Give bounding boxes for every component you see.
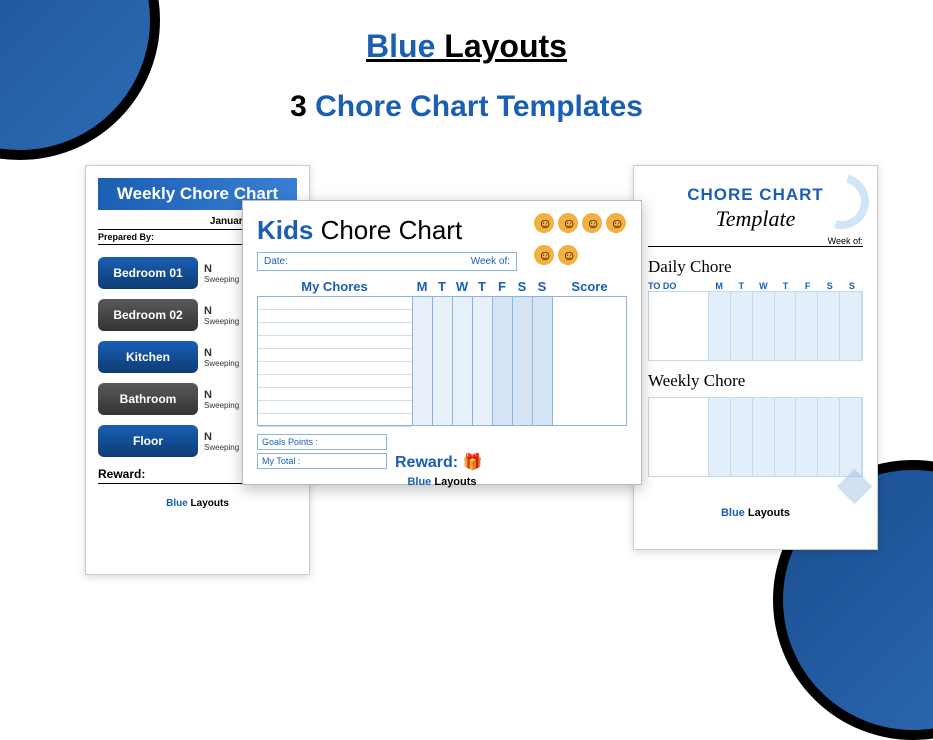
tpl2-day-col [413, 297, 433, 425]
tpl2-mychores: My Chores [257, 279, 412, 294]
tpl3-day-head: T [774, 281, 796, 291]
template-kids-chore: Kids Chore Chart Date: Week of: My Chore… [242, 200, 642, 485]
tpl2-day-col [433, 297, 453, 425]
tpl3-day-head: M [708, 281, 730, 291]
logo-blue: Blue [366, 28, 435, 64]
tpl2-bottom: Goals Points : My Total : Reward: 🎁 [257, 434, 627, 472]
kids-illustration [534, 213, 629, 273]
tpl3-weekof: Week of: [648, 236, 863, 247]
tpl3-daily-grid [648, 291, 863, 361]
tpl2-day-head: S [532, 279, 552, 294]
tpl2-date-label: Date: [264, 256, 288, 267]
tpl2-goals: Goals Points : [257, 434, 387, 450]
tpl2-day-head: F [492, 279, 512, 294]
headline-count: 3 [290, 90, 307, 123]
tpl3-footer: Blue Layouts [648, 507, 863, 519]
tpl3-todo: TO DO [648, 281, 708, 291]
room-pill: Bedroom 01 [98, 257, 198, 289]
tpl2-day-col [473, 297, 493, 425]
tpl3-weekly-grid [648, 397, 863, 477]
tpl2-day-col [513, 297, 533, 425]
tpl3-weekly-label: Weekly Chore [648, 371, 863, 391]
tpl2-score: Score [552, 279, 627, 294]
tpl2-day-head: T [432, 279, 452, 294]
tpl3-daily-label: Daily Chore [648, 257, 863, 277]
tpl2-day-col [533, 297, 553, 425]
room-pill: Floor [98, 425, 198, 457]
tpl2-footer: Blue Layouts [257, 476, 627, 488]
template-chore-chart: CHORE CHART Template Week of: Daily Chor… [633, 165, 878, 550]
tpl2-weekof-label: Week of: [471, 256, 510, 267]
room-pill: Bathroom [98, 383, 198, 415]
headline-text: Chore Chart Templates [307, 90, 643, 123]
corner-decoration-tl [0, 0, 160, 160]
site-logo: Blue Layouts [366, 28, 567, 65]
tpl2-mytotal: My Total : [257, 453, 387, 469]
tpl2-day-head: W [452, 279, 472, 294]
tpl3-day-head: TO DO MTWTFSS [648, 281, 863, 291]
tpl2-reward: Reward: [395, 454, 458, 471]
tpl2-column-head: My Chores MTWTFSS Score [257, 279, 627, 294]
tpl2-day-head: T [472, 279, 492, 294]
tpl3-day-head: T [730, 281, 752, 291]
gift-icon: 🎁 [463, 454, 483, 471]
room-pill: Bedroom 02 [98, 299, 198, 331]
tpl1-footer: Blue Layouts [98, 498, 297, 509]
tpl2-day-head: S [512, 279, 532, 294]
tpl2-day-col [493, 297, 513, 425]
page-headline: 3 Chore Chart Templates [290, 90, 643, 124]
tpl2-day-head: M [412, 279, 432, 294]
tpl3-day-head: F [797, 281, 819, 291]
tpl3-day-head: S [841, 281, 863, 291]
tpl3-day-head: S [819, 281, 841, 291]
tpl2-fields: Date: Week of: [257, 252, 517, 271]
tpl2-grid [257, 296, 627, 426]
room-pill: Kitchen [98, 341, 198, 373]
tpl3-day-head: W [752, 281, 774, 291]
logo-rest: Layouts [435, 28, 567, 64]
tpl2-day-col [453, 297, 473, 425]
